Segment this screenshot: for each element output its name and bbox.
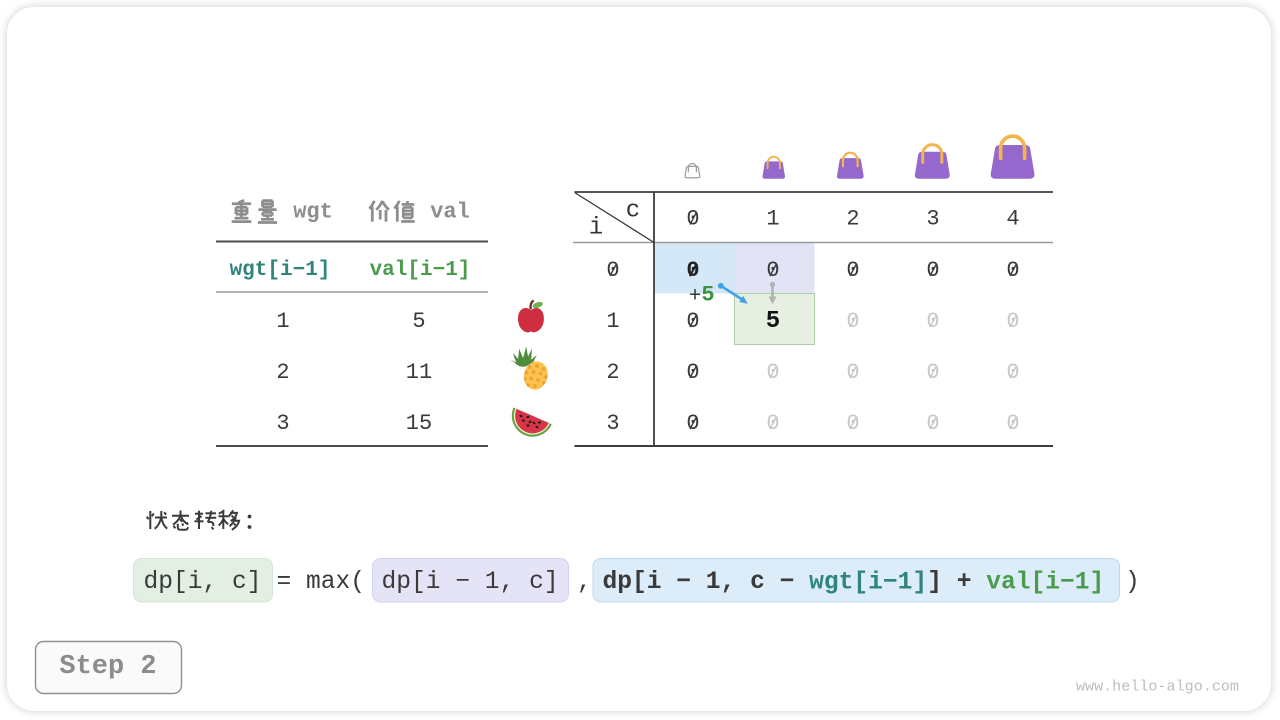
svg-text:): ) — [1125, 569, 1140, 596]
svg-text:c: c — [626, 198, 640, 225]
svg-text:4: 4 — [1006, 206, 1019, 231]
svg-text:dp[i − 1, c]: dp[i − 1, c] — [382, 569, 559, 596]
svg-text:val: val — [430, 200, 470, 225]
svg-text:Step 2: Step 2 — [59, 652, 156, 682]
svg-text:3: 3 — [926, 206, 939, 231]
svg-text:5: 5 — [701, 283, 714, 308]
svg-text:11: 11 — [406, 360, 432, 385]
svg-text:2: 2 — [846, 206, 859, 231]
svg-text:www.hello-algo.com: www.hello-algo.com — [1076, 678, 1239, 696]
svg-text:2: 2 — [606, 360, 619, 385]
svg-text:1: 1 — [766, 206, 779, 231]
svg-text:1: 1 — [606, 309, 619, 334]
svg-text:5: 5 — [412, 309, 425, 334]
svg-text:+: + — [689, 286, 702, 309]
svg-text:3: 3 — [606, 411, 619, 436]
svg-text:dp[i, c]: dp[i, c] — [144, 569, 262, 596]
svg-text:15: 15 — [406, 411, 432, 436]
svg-text:val[i−1]: val[i−1] — [370, 259, 471, 282]
svg-text:2: 2 — [276, 360, 289, 385]
svg-text:= max(: = max( — [277, 569, 366, 596]
svg-text:dp[i − 1, c − wgt[i−1]] + val[: dp[i − 1, c − wgt[i−1]] + val[i−1] — [603, 569, 1105, 596]
svg-text:3: 3 — [276, 411, 289, 436]
svg-text:wgt: wgt — [293, 200, 333, 225]
svg-text:5: 5 — [766, 308, 780, 335]
svg-text:i: i — [589, 215, 603, 242]
svg-text:wgt[i−1]: wgt[i−1] — [230, 259, 331, 282]
svg-text:,: , — [577, 569, 592, 596]
svg-text:1: 1 — [276, 309, 289, 334]
